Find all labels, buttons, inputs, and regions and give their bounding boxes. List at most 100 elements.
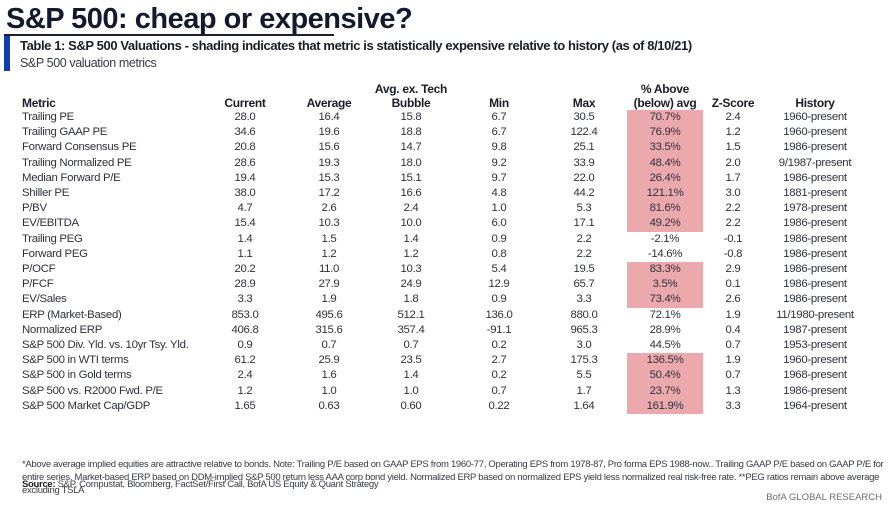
cell-current: 1.2 <box>237 384 253 397</box>
cell-pct-above-avg: -14.6% <box>647 247 683 260</box>
cell-avg-ex-tech-bubble: 1.8 <box>403 293 419 306</box>
cell-avg-ex-tech-bubble: 2.4 <box>403 202 419 215</box>
cell-min: 136.0 <box>485 308 513 321</box>
cell-min: 9.2 <box>491 156 507 169</box>
cell-min: 1.0 <box>491 202 507 215</box>
cell-zscore: 2.2 <box>725 202 741 215</box>
col-header-history: History <box>795 96 835 110</box>
cell-max: 1.7 <box>576 384 592 397</box>
cell-history: 11/1980-present <box>776 308 854 321</box>
cell-average: 1.5 <box>321 232 337 245</box>
cell-metric: Trailing PEG <box>22 232 83 245</box>
cell-zscore: 1.9 <box>725 308 741 321</box>
valuation-table: Metric Current Average Avg. ex. Tech Bub… <box>22 82 867 415</box>
cell-max: 5.5 <box>576 369 592 382</box>
cell-pct-above-avg: 72.1% <box>649 308 681 321</box>
cell-min: 0.9 <box>491 232 507 245</box>
cell-history: 1986-present <box>783 217 847 230</box>
cell-max: 25.1 <box>573 141 595 154</box>
cell-max: 65.7 <box>573 278 595 291</box>
cell-history: 1986-present <box>783 384 847 397</box>
table-row: ERP (Market-Based) 853.0 495.6 512.1 136.0 88… <box>22 308 867 323</box>
cell-metric: Forward Consensus PE <box>22 141 137 154</box>
table-body: Trailing PE 28.0 16.4 15.8 6.7 30.5 70.7% 2.4 19… <box>22 110 867 415</box>
cell-max: 3.3 <box>576 293 592 306</box>
cell-metric: S&P 500 Market Cap/GDP <box>22 399 151 412</box>
cell-current: 1.65 <box>234 399 256 412</box>
cell-avg-ex-tech-bubble: 18.0 <box>400 156 422 169</box>
cell-pct-above-avg: 26.4% <box>627 170 703 187</box>
cell-zscore: 3.3 <box>725 399 741 412</box>
cell-avg-ex-tech-bubble: 18.8 <box>400 126 422 139</box>
col-header-pct-line1: % Above <box>640 82 690 96</box>
cell-metric: P/OCF <box>22 263 56 276</box>
cell-zscore: -0.1 <box>723 232 743 245</box>
cell-avg-ex-tech-bubble: 357.4 <box>397 323 425 336</box>
cell-zscore: 1.7 <box>725 171 741 184</box>
cell-current: 1.1 <box>237 247 253 260</box>
cell-avg-ex-tech-bubble: 14.7 <box>400 141 422 154</box>
cell-pct-above-avg: 81.6% <box>627 201 703 217</box>
cell-metric: S&P 500 in Gold terms <box>22 369 132 382</box>
cell-average: 16.4 <box>318 111 340 123</box>
cell-history: 1986-present <box>783 232 847 245</box>
cell-pct-above-avg: 49.2% <box>627 216 703 232</box>
cell-current: 853.0 <box>231 308 259 321</box>
page-title: S&P 500: cheap or expensive? <box>6 3 413 35</box>
cell-metric: S&P 500 in WTI terms <box>22 354 129 367</box>
table-row: Trailing PE 28.0 16.4 15.8 6.7 30.5 70.7% 2.4 19… <box>22 110 867 126</box>
cell-min: 0.2 <box>491 339 507 352</box>
cell-current: 20.2 <box>234 263 256 276</box>
cell-history: 1953-present <box>783 339 847 352</box>
cell-min: 9.8 <box>491 141 507 154</box>
cell-metric: P/FCF <box>22 278 54 291</box>
cell-pct-above-avg: 73.4% <box>627 292 703 308</box>
table-row: Forward PEG 1.1 1.2 1.2 0.8 2.2 -14.6% -0.8 1986… <box>22 247 867 262</box>
cell-history: 1986-present <box>783 293 847 306</box>
cell-avg-ex-tech-bubble: 10.0 <box>400 217 422 230</box>
cell-metric: S&P 500 vs. R2000 Fwd. P/E <box>22 384 163 397</box>
cell-metric: Median Forward P/E <box>22 171 121 184</box>
cell-pct-above-avg: 44.5% <box>649 339 681 352</box>
cell-current: 28.0 <box>234 111 256 123</box>
cell-pct-above-avg: 33.5% <box>627 140 703 156</box>
cell-current: 2.4 <box>237 369 253 382</box>
cell-zscore: 2.9 <box>725 263 741 276</box>
table-row: EV/EBITDA 15.4 10.3 10.0 6.0 17.1 49.2% 2.2 1986… <box>22 216 867 232</box>
cell-average: 1.6 <box>321 369 337 382</box>
cell-max: 175.3 <box>570 354 598 367</box>
cell-metric: Shiller PE <box>22 187 70 200</box>
cell-history: 1986-present <box>783 263 847 276</box>
cell-current: 406.8 <box>231 323 259 336</box>
table-row: Forward Consensus PE 20.8 15.6 14.7 9.8 25.1 3… <box>22 140 867 156</box>
table-row: S&P 500 vs. R2000 Fwd. P/E 1.2 1.0 1.0 0.7 1.… <box>22 383 867 399</box>
cell-avg-ex-tech-bubble: 1.4 <box>403 369 419 382</box>
cell-pct-above-avg: 136.5% <box>627 353 703 369</box>
cell-avg-ex-tech-bubble: 0.60 <box>400 399 422 412</box>
cell-average: 15.3 <box>318 171 340 184</box>
cell-avg-ex-tech-bubble: 23.5 <box>400 354 422 367</box>
cell-average: 0.7 <box>321 339 337 352</box>
cell-average: 17.2 <box>318 187 340 200</box>
cell-zscore: 0.4 <box>725 323 741 336</box>
cell-pct-above-avg: 161.9% <box>627 398 703 415</box>
table-row: S&P 500 Market Cap/GDP 1.65 0.63 0.60 0.22 1.… <box>22 398 867 415</box>
col-header-average: Average <box>306 96 352 110</box>
cell-average: 25.9 <box>318 354 340 367</box>
cell-min: 4.8 <box>491 187 507 200</box>
cell-metric: P/BV <box>22 202 47 215</box>
cell-zscore: 2.0 <box>725 156 741 169</box>
cell-max: 19.5 <box>573 263 595 276</box>
cell-average: 1.9 <box>321 293 337 306</box>
table-row: S&P 500 in Gold terms 2.4 1.6 1.4 0.2 5.5 50.4… <box>22 368 867 384</box>
cell-min: 6.7 <box>491 111 507 123</box>
col-header-bubble-line2: Bubble <box>391 96 431 110</box>
table-title: Table 1: S&P 500 Valuations - shading in… <box>20 38 692 53</box>
source-line: Source: S&P, Compustat, Bloomberg, FactS… <box>22 479 379 490</box>
cell-max: 1.64 <box>573 399 595 412</box>
cell-avg-ex-tech-bubble: 512.1 <box>397 308 425 321</box>
cell-avg-ex-tech-bubble: 10.3 <box>400 263 422 276</box>
cell-metric: Trailing Normalized PE <box>22 156 132 169</box>
cell-pct-above-avg: 50.4% <box>627 368 703 384</box>
cell-average: 0.63 <box>318 399 340 412</box>
